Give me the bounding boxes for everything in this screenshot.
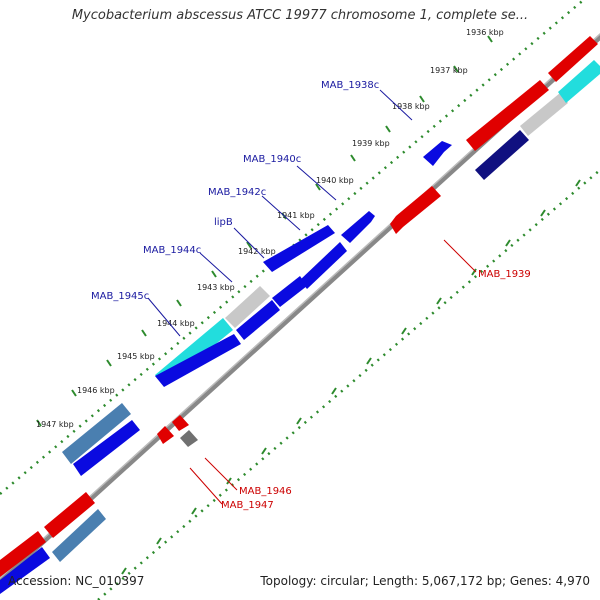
- gene-label[interactable]: MAB_1942c: [208, 187, 266, 198]
- gene-label[interactable]: MAB_1947: [221, 500, 274, 511]
- gene-steel[interactable]: [52, 509, 106, 562]
- kbp-label: 1939 kbp: [352, 139, 390, 148]
- gene-forward[interactable]: [300, 242, 347, 289]
- gene-label[interactable]: MAB_1944c: [143, 245, 201, 256]
- gene-gray[interactable]: [225, 286, 270, 328]
- gene-forward[interactable]: [423, 141, 452, 166]
- gene-steel[interactable]: [62, 403, 131, 464]
- gene-label[interactable]: MAB_1940c: [243, 154, 301, 165]
- gene-reverse[interactable]: [0, 531, 46, 577]
- gene-reverse[interactable]: [157, 426, 174, 444]
- gene-dark-gray[interactable]: [180, 430, 198, 447]
- gene-label[interactable]: MAB_1945c: [91, 291, 149, 302]
- gene-reverse[interactable]: [172, 415, 189, 431]
- kbp-label: 1938 kbp: [392, 102, 430, 111]
- tick-marks-outer: [36, 35, 493, 427]
- gene-forward[interactable]: [0, 547, 50, 594]
- kbp-label: 1940 kbp: [316, 176, 354, 185]
- gene-label[interactable]: MAB_1938c: [321, 80, 379, 91]
- gene-forward[interactable]: [341, 211, 375, 243]
- kbp-label: 1947 kbp: [36, 420, 74, 429]
- kbp-label: 1937 kbp: [430, 66, 468, 75]
- kbp-label: 1946 kbp: [77, 386, 115, 395]
- gene-navy[interactable]: [475, 130, 529, 180]
- kbp-label: 1941 kbp: [277, 211, 315, 220]
- gene-label[interactable]: MAB_1939: [478, 269, 531, 280]
- gene-reverse[interactable]: [390, 186, 441, 234]
- forward-lane-inner: [0, 60, 600, 594]
- gene-reverse[interactable]: [466, 80, 549, 151]
- gene-forward[interactable]: [263, 225, 335, 272]
- kbp-labels: 1936 kbp 1937 kbp 1938 kbp 1939 kbp 1940…: [36, 28, 504, 429]
- gene-label[interactable]: MAB_1946: [239, 486, 292, 497]
- accession-text: Accession: NC_010397: [8, 574, 145, 588]
- gene-forward[interactable]: [272, 276, 307, 307]
- gene-reverse[interactable]: [44, 492, 95, 538]
- gene-reverse[interactable]: [548, 36, 598, 82]
- kbp-label: 1945 kbp: [117, 352, 155, 361]
- gene-labels: MAB_1938c MAB_1940c MAB_1942c lipB MAB_1…: [91, 80, 531, 511]
- kbp-label: 1943 kbp: [197, 283, 235, 292]
- summary-text: Topology: circular; Length: 5,067,172 bp…: [260, 574, 590, 588]
- tick-marks-inner: [121, 179, 581, 575]
- gene-forward[interactable]: [155, 334, 241, 387]
- gene-forward[interactable]: [236, 300, 280, 340]
- gene-forward[interactable]: [73, 420, 140, 476]
- kbp-label: 1944 kbp: [157, 319, 195, 328]
- kbp-label: 1936 kbp: [466, 28, 504, 37]
- gene-cyan[interactable]: [558, 60, 600, 103]
- outer-tick-guide: [0, 0, 586, 495]
- gene-label[interactable]: lipB: [214, 217, 233, 228]
- gene-gray[interactable]: [520, 93, 568, 136]
- chromosome-title: Mycobacterium abscessus ATCC 19977 chrom…: [71, 8, 529, 23]
- callout-lines: [147, 89, 477, 505]
